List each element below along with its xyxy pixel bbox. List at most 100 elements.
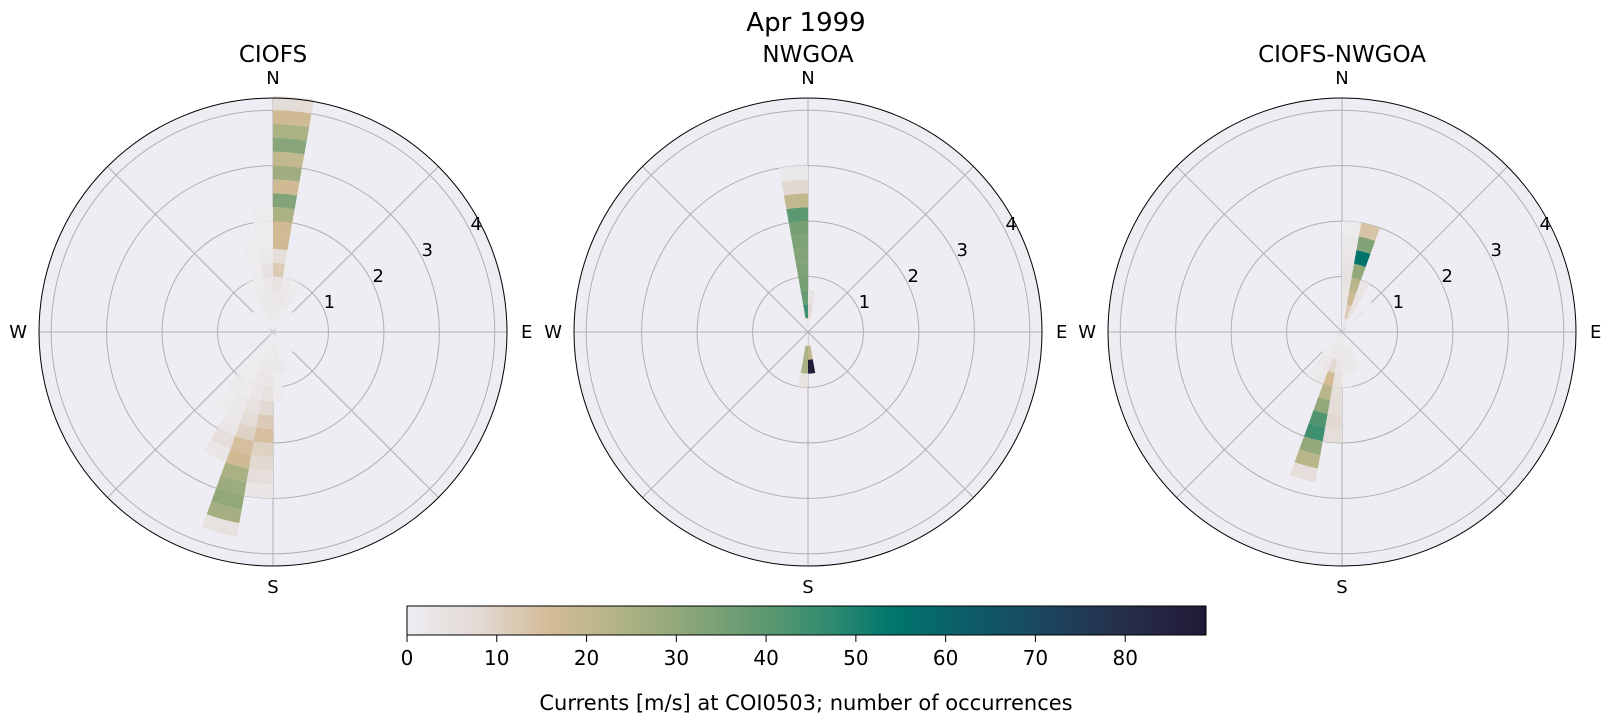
rose-bar-segment [786,207,808,223]
rose-bar-segment [273,332,284,343]
rose-bar-segment [258,291,269,306]
rose-bar-segment [254,277,266,293]
rose-bar-segment [1342,332,1345,346]
rose-bar-segment [263,345,271,360]
direction-label-s: S [1336,577,1347,598]
rose-bar-segment [798,372,808,388]
colorbar-tick-label: 30 [664,646,689,670]
rose-bar-segment [224,404,245,424]
radial-tick-label: 4 [1005,214,1016,235]
rose-bar-segment [225,449,252,469]
rose-bar-segment [793,248,808,264]
rose-bar-segment [206,501,242,524]
rose-bar-segment [1356,236,1376,254]
radial-tick-label: 2 [373,266,384,287]
polar-frame [1107,97,1577,567]
rose-bar-segment [249,384,264,401]
angular-gridline [642,331,809,498]
rose-bar-segment [1334,359,1342,374]
rose-bar-segment [1342,332,1347,346]
rose-bar-segment [244,397,261,414]
rose-bar-segment [1342,318,1345,332]
rose-bar-segment [251,207,273,223]
angular-gridline [1176,166,1343,333]
rose-bar-segment [808,318,811,332]
rose-bar-segment [1324,342,1336,357]
rose-bar-segment [273,321,284,332]
rose-bar-segment [235,423,257,442]
rose-bar-segment [260,386,273,402]
rose-bar-segment [1342,332,1349,346]
rose-bar-segment [259,344,269,359]
colorbar-tick-label: 60 [933,646,958,670]
rose-bar-segment [1342,345,1347,360]
colorbar-tick-label: 70 [1023,646,1048,670]
angular-gridline [272,331,439,498]
rose-bar-segment [1337,332,1342,346]
radial-tick-label: 3 [421,240,432,261]
rose-bar-segment [1333,332,1342,345]
rose-bar-segment [798,276,808,292]
rose-bar-segment [273,137,307,155]
rose-bar-segment [1342,290,1350,305]
colorbar-tick-label: 40 [753,646,778,670]
rose-bar-segment [1314,368,1328,385]
rose-bar-segment [277,358,288,373]
rose-bar-segment [1318,384,1333,401]
angular-gridline [807,331,974,498]
angular-gridline [272,166,439,333]
rose-bar-segment [217,416,240,437]
rose-bar-segment [231,392,250,411]
rose-bar-segment [1346,291,1357,306]
direction-label-e: E [1056,322,1067,343]
rose-bar-segment [1289,462,1318,483]
rose-bar-segment [282,292,294,308]
rose-bar-segment [265,290,273,305]
angular-gridline [642,166,809,333]
rose-bar-segment [1337,318,1342,332]
direction-label-s: S [802,577,813,598]
rose-bar-segment [1339,332,1342,346]
rose-bar-segment [273,290,281,305]
rose-bar-segment [273,345,278,360]
rose-bar-segment [253,221,273,237]
rose-bar-segment [270,332,273,346]
rose-bar-segment [219,385,239,405]
rose-bar-segment [273,372,283,388]
direction-label-s: S [267,577,278,598]
rose-bar-segment [263,276,273,292]
rose-bar-segment [1342,359,1350,374]
rose-bar-segment [273,332,278,346]
rose-bar-segment [800,290,808,305]
rose-bar-segment [805,332,808,346]
rose-bar-segment [273,318,280,332]
rose-bar-segment [795,262,808,278]
rose-bar-segment [800,359,808,374]
rose-bar-segment [1332,345,1340,360]
rose-bar-segment [1331,332,1342,343]
rose-bar-segment [1332,304,1340,319]
rose-bar-segment [262,321,273,332]
colorbar: 0 10 20 30 40 50 60 70 80 Currents [m/s] at COI0… [401,605,1207,715]
rose-bar-segment [287,279,301,296]
rose-bar-segment [803,345,808,360]
rose-bar-segment [273,193,298,210]
rose-bar-segment [805,318,808,332]
direction-label-w: W [9,322,27,343]
rose-bar-segment [1355,334,1370,342]
rose-bar-segment [268,345,273,360]
rose-bar-segment [211,488,245,510]
rose-bar-segment [273,110,312,128]
rose-bar-segment [268,304,273,319]
rose-bar-segment [803,304,808,319]
radial-tick-label: 1 [859,292,870,313]
rose-bar-segment [788,221,808,237]
rose-bar-segment [239,236,259,254]
radial-tick-label: 4 [1539,214,1550,235]
rose-bar-segment [281,340,295,354]
rose-bar-segment [251,310,265,324]
radial-tick-label: 1 [324,292,335,313]
rose-bar-segment [220,462,249,483]
